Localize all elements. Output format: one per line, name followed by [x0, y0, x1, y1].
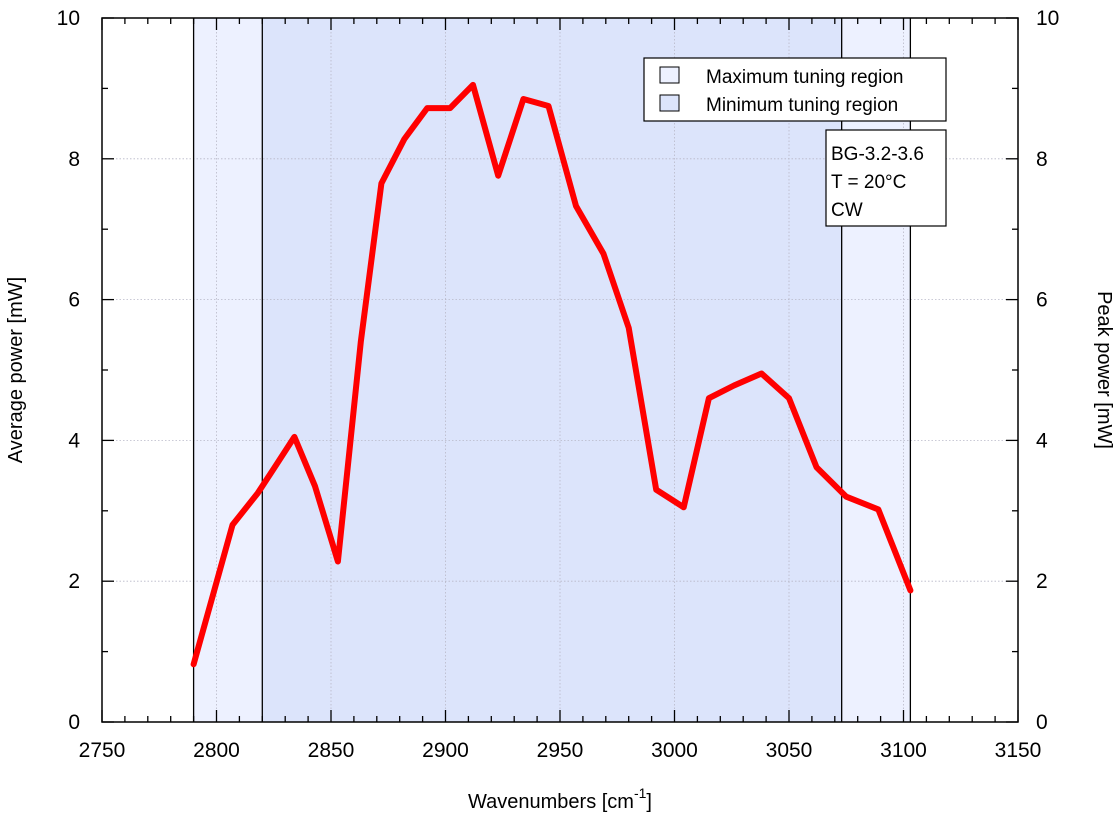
x-tick-label-2900: 2900	[422, 739, 469, 762]
annotation-line-mode: CW	[831, 200, 863, 221]
x-tick-label-2800: 2800	[193, 739, 240, 762]
y-tick-label-left-6: 6	[68, 289, 80, 312]
y-tick-label-left-0: 0	[68, 711, 80, 734]
annotation-box: BG-3.2-3.6 T = 20°C CW	[825, 129, 947, 227]
y-axis-title-right: Peak power [mW]	[1093, 291, 1115, 449]
legend-swatch-max-region	[659, 66, 680, 84]
legend-label-max-region: Maximum tuning region	[706, 67, 903, 88]
x-tick-label-3150: 3150	[995, 739, 1042, 762]
x-tick-label-3050: 3050	[766, 739, 813, 762]
y-axis-title: Average power [mW]	[5, 277, 27, 463]
legend: Maximum tuning region Minimum tuning reg…	[643, 57, 947, 122]
x-axis-title: Wavenumbers [cm-1]	[468, 785, 652, 813]
x-tick-label-2950: 2950	[537, 739, 584, 762]
annotation-line-model: BG-3.2-3.6	[831, 144, 924, 165]
x-tick-label-3100: 3100	[880, 739, 927, 762]
x-tick-label-2750: 2750	[79, 739, 126, 762]
x-tick-label-3000: 3000	[651, 739, 698, 762]
y-tick-label-right-4: 4	[1036, 429, 1048, 452]
y-tick-label-right-0: 0	[1036, 711, 1048, 734]
y-tick-label-right-6: 6	[1036, 289, 1048, 312]
y-tick-label-left-4: 4	[68, 429, 80, 452]
y-tick-label-left-10: 10	[57, 7, 80, 30]
y-tick-label-left-8: 8	[68, 148, 80, 171]
legend-box	[643, 57, 947, 122]
y-tick-label-left-2: 2	[68, 570, 80, 593]
y-tick-label-right-2: 2	[1036, 570, 1048, 593]
y-tick-label-right-10: 10	[1036, 7, 1059, 30]
series-line	[190, 81, 914, 668]
legend-label-min-region: Minimum tuning region	[706, 95, 898, 116]
y-tick-label-right-8: 8	[1036, 148, 1048, 171]
axis-ticks	[101, 17, 1019, 723]
tick-labels: 2750 2800 2850 2900 2950 3000 3050 3100 3150 0 2 4 6…	[57, 7, 1060, 762]
x-axis-title-main: Wavenumbers [cm	[468, 791, 634, 813]
tuning-regions	[193, 18, 911, 722]
legend-swatch-min-region	[659, 94, 680, 112]
x-axis-title-superscript: -1	[634, 785, 647, 801]
x-tick-label-2850: 2850	[308, 739, 355, 762]
x-axis-title-suffix: ]	[646, 791, 652, 813]
annotation-frame	[825, 129, 947, 227]
annotation-line-temperature: T = 20°C	[831, 172, 906, 193]
